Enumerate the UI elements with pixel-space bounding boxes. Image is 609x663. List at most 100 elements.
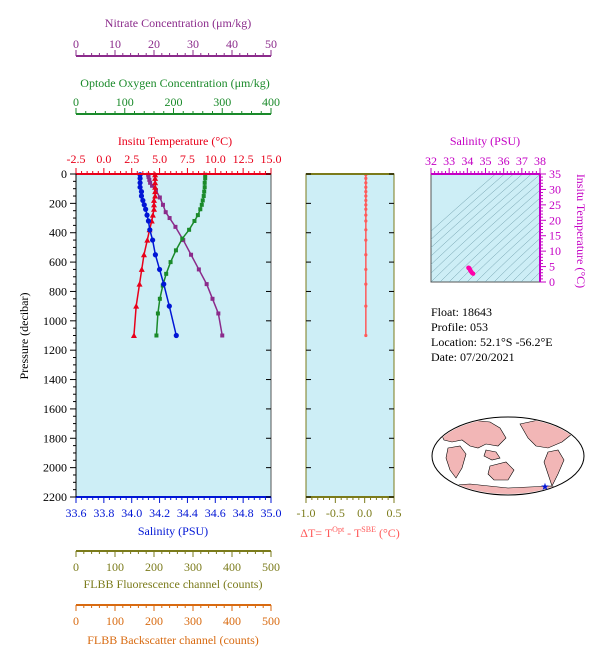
salinity-point	[152, 252, 158, 258]
tick-label: 5	[549, 260, 555, 274]
delta-series	[364, 173, 368, 338]
tick-label: 36	[498, 154, 510, 168]
density-contour	[431, 174, 496, 232]
tick-label: 0	[61, 167, 67, 181]
density-contour	[439, 189, 540, 282]
tick-label: 30	[187, 37, 199, 51]
tick-label: 10	[109, 37, 121, 51]
density-contour	[457, 205, 540, 282]
pressure-axis-title: Pressure (decibar)	[17, 293, 31, 380]
nitrate-point	[204, 282, 209, 287]
tick-label: 34.2	[149, 506, 170, 520]
tick-label: 0.0	[96, 152, 111, 166]
tick-label: 32	[425, 154, 437, 168]
tick-label: 50	[265, 37, 277, 51]
float-location-marker: ★	[541, 482, 550, 493]
tick-label: -2.5	[67, 152, 86, 166]
ts-point	[470, 271, 476, 276]
tick-label: 200	[49, 196, 67, 210]
ts-temperature-axis-title: Insitu Temperature (°C)	[574, 174, 588, 288]
fluorescence-axis-title: FLBB Fluorescence channel (counts)	[84, 577, 263, 591]
tick-label: 20	[549, 213, 561, 227]
oxygen-point	[164, 271, 169, 276]
salinity-point	[137, 175, 143, 182]
delta-axis-title: ΔT= TOpt - TSBE (°C)	[300, 525, 400, 540]
oxygen-point	[180, 236, 185, 241]
tick-label: 0	[73, 560, 79, 574]
tick-label: 300	[213, 95, 231, 109]
salinity-point	[144, 212, 150, 218]
nitrate-point	[220, 333, 225, 338]
tick-label: 35	[549, 167, 561, 181]
backscatter-axis: 0 100 200 300 400 500	[73, 604, 280, 628]
tick-label: 33	[443, 154, 455, 168]
delta-point	[364, 238, 368, 242]
tick-label: 200	[145, 560, 163, 574]
tick-label: 5.0	[152, 152, 167, 166]
density-contour	[466, 213, 540, 282]
salinity-point	[138, 189, 145, 195]
main-plot-area	[75, 173, 272, 498]
tick-label: 2000	[43, 461, 67, 475]
tick-label: 15.0	[261, 152, 282, 166]
oxygen-point	[202, 185, 207, 190]
delta-point	[364, 194, 368, 198]
oxygen-point	[168, 260, 173, 265]
tick-label: -1.0	[297, 506, 316, 520]
tick-label: 300	[184, 560, 202, 574]
density-contour	[448, 197, 540, 282]
oxygen-point	[200, 198, 205, 203]
tick-label: 500	[262, 560, 280, 574]
temperature-point	[151, 206, 157, 212]
nitrate-point	[210, 296, 215, 301]
fluorescence-axis: 0 100 200 300 400 500	[73, 550, 280, 574]
temperature-point	[144, 237, 151, 243]
tick-label: 1600	[43, 402, 67, 416]
tick-label: 25	[549, 198, 561, 212]
delta-point	[364, 181, 368, 185]
tick-label: 35	[480, 154, 492, 168]
temperature-point	[152, 188, 159, 195]
delta-point	[364, 176, 368, 181]
ts-salinity-axis-title: Salinity (PSU)	[450, 134, 520, 148]
tick-label: 37	[516, 154, 528, 168]
nitrate-point	[157, 195, 162, 200]
tick-label: 300	[184, 614, 202, 628]
nitrate-point	[163, 210, 168, 215]
salinity-point	[145, 218, 152, 224]
oxygen-point	[154, 333, 159, 338]
nitrate-point	[173, 224, 178, 229]
ts-scatter	[466, 265, 476, 276]
tick-label: 34	[461, 154, 473, 168]
delta-point	[364, 228, 368, 232]
nitrate-series	[146, 172, 225, 338]
temperature-point	[136, 281, 143, 287]
oxygen-series	[154, 172, 208, 338]
tick-label: 34.8	[233, 506, 254, 520]
temperature-point	[151, 201, 157, 208]
delta-axis: -1.0 -0.5 0.0 0.5	[297, 496, 402, 520]
tick-label: 600	[49, 255, 67, 269]
tick-label: 100	[106, 614, 124, 628]
tick-label: 7.5	[180, 152, 195, 166]
salinity-point	[137, 184, 143, 190]
tick-label: 35.0	[261, 506, 282, 520]
float-info: Float: 18643 Profile: 053 Location: 52.1…	[431, 305, 553, 364]
nitrate-point	[189, 252, 194, 257]
date: Date: 07/20/2021	[431, 350, 515, 364]
temperature-point	[152, 179, 159, 186]
tick-label: 1400	[43, 373, 67, 387]
temperature-point	[138, 266, 145, 272]
delta-point	[364, 207, 368, 211]
delta-point	[364, 203, 368, 207]
density-contour	[431, 174, 514, 248]
oxygen-point	[155, 311, 160, 316]
oxygen-point	[192, 218, 197, 223]
tick-label: 15	[549, 229, 561, 243]
density-contour	[431, 174, 505, 240]
density-contour	[431, 181, 540, 282]
oxygen-point	[157, 296, 162, 301]
salinity-point	[173, 332, 179, 339]
tick-label: 10	[549, 244, 561, 258]
tick-label: 0	[73, 614, 79, 628]
